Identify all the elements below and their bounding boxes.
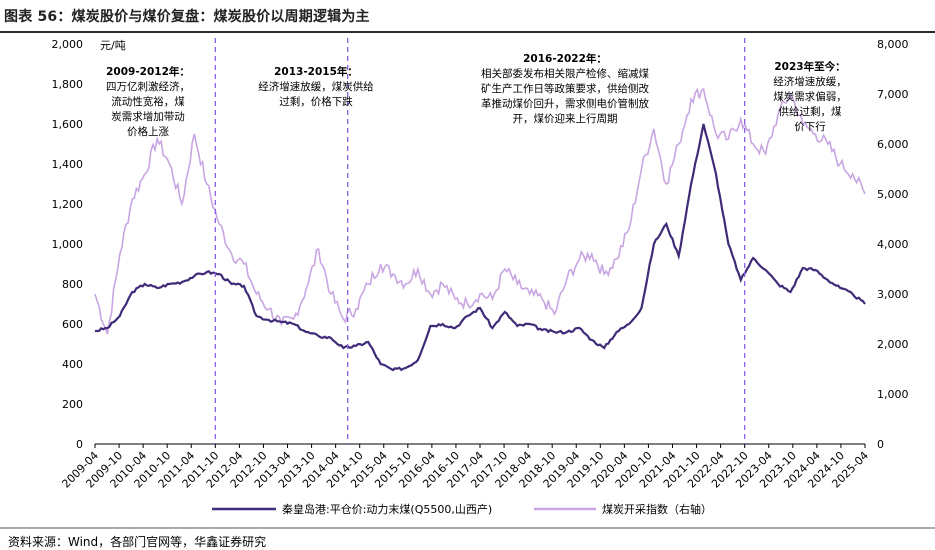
period-annotation-heading: 2013-2015年： xyxy=(274,65,358,78)
period-annotation-line: 四万亿刺激经济， xyxy=(106,80,190,93)
legend-label-coal-price: 秦皇岛港:平仓价:动力末煤(Q5500,山西产) xyxy=(282,502,492,516)
right-axis-tick-label: 1,000 xyxy=(877,388,909,401)
period-annotation-line: 矿生产工作日等政策要求，供给侧改 xyxy=(481,82,649,95)
qinhuangdao-coal-price-line xyxy=(95,123,866,372)
left-axis-tick-label: 1,600 xyxy=(52,118,84,131)
right-axis-tick-label: 5,000 xyxy=(877,188,909,201)
left-axis-tick-label: 600 xyxy=(62,318,83,331)
period-annotation-line: 革推动煤价回升，需求侧电价管制放 xyxy=(481,97,649,110)
period-annotation-heading: 2016-2022年： xyxy=(523,52,607,65)
right-axis-tick-label: 6,000 xyxy=(877,138,909,151)
right-axis-tick-label: 3,000 xyxy=(877,288,909,301)
right-axis-tick-label: 8,000 xyxy=(877,38,909,51)
right-axis-tick-label: 0 xyxy=(877,438,884,451)
period-annotation-line: 开，煤价迎来上行周期 xyxy=(513,112,618,125)
left-axis-tick-label: 400 xyxy=(62,358,83,371)
period-annotation-line: 经济增速放缓，煤炭供给 xyxy=(258,80,374,93)
source-note: 资料来源：Wind，各部门官网等，华鑫证券研究 xyxy=(8,535,267,549)
period-annotation-line: 经济增速放缓， xyxy=(773,75,847,88)
legend-label-mining-index: 煤炭开采指数（右轴） xyxy=(602,502,712,516)
left-axis-tick-label: 200 xyxy=(62,398,83,411)
period-annotation-line: 流动性宽裕，煤 xyxy=(111,95,185,108)
left-axis-tick-label: 1,200 xyxy=(52,198,84,211)
figure-title: 图表 56：煤炭股价与煤价复盘：煤炭股价以周期逻辑为主 xyxy=(4,9,370,25)
period-annotation-heading: 2009-2012年： xyxy=(106,65,190,78)
period-annotation-line: 炭需求增加带动 xyxy=(111,110,185,123)
left-axis-unit: 元/吨 xyxy=(100,39,126,52)
period-annotation-line: 煤炭需求偏弱， xyxy=(773,90,847,103)
title-divider xyxy=(0,31,935,33)
coal-mining-index-line xyxy=(94,87,866,335)
right-axis-tick-label: 2,000 xyxy=(877,338,909,351)
left-axis-tick-label: 1,800 xyxy=(52,78,84,91)
period-annotation-line: 价下行 xyxy=(794,120,826,133)
left-axis-tick-label: 0 xyxy=(76,438,83,451)
right-axis-tick-label: 4,000 xyxy=(877,238,909,251)
left-axis-tick-label: 1,400 xyxy=(52,158,84,171)
left-axis-tick-label: 800 xyxy=(62,278,83,291)
right-axis-tick-label: 7,000 xyxy=(877,88,909,101)
left-axis-tick-label: 2,000 xyxy=(52,38,84,51)
left-axis-tick-label: 1,000 xyxy=(52,238,84,251)
period-annotation-heading: 2023年至今： xyxy=(774,60,845,73)
period-annotation-line: 过剩，价格下跌 xyxy=(279,95,353,108)
period-annotation-line: 价格上涨 xyxy=(127,125,169,138)
period-annotation-line: 相关部委发布相关限产检修、缩减煤 xyxy=(481,67,649,80)
period-annotation-line: 供给过剩，煤 xyxy=(779,105,842,118)
